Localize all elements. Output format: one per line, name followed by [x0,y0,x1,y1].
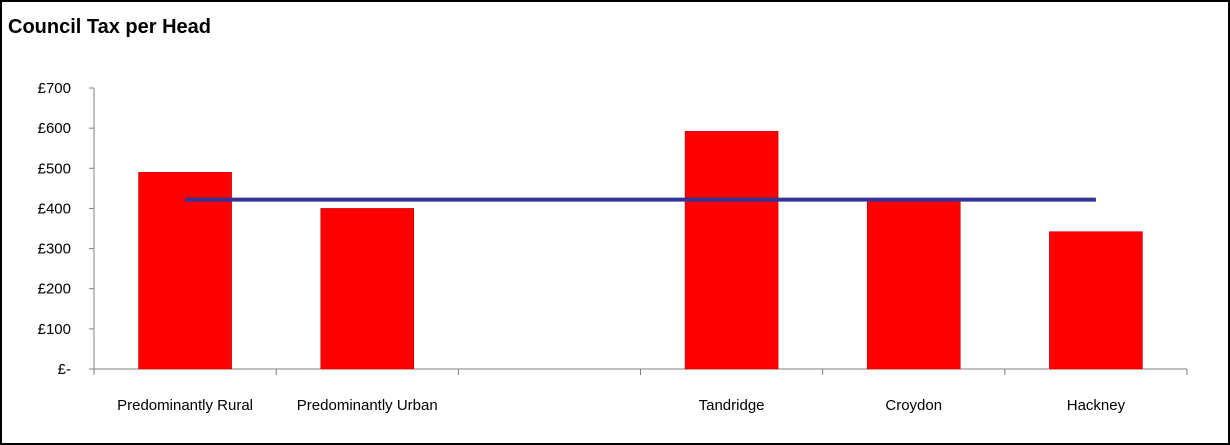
chart-title: Council Tax per Head [8,16,212,38]
bar-predominantly-rural [138,172,232,370]
x-category-label: Croydon [885,397,942,414]
y-tick-label: £400 [38,200,71,217]
x-category-label: Hackney [1067,397,1126,414]
y-tick-label: £700 [38,80,71,97]
bar-croydon [866,199,961,370]
chart-axes [89,87,1188,375]
bar-hackney [1049,231,1143,370]
y-tick-label: £300 [38,241,71,258]
y-tick-label: £- [58,361,71,378]
bar-predominantly-urban [320,208,415,370]
bar-tandridge [684,131,779,370]
y-tick-label: £600 [38,120,71,137]
chart-bars [138,131,1143,370]
x-category-label: Predominantly Urban [297,397,438,414]
x-category-label: Predominantly Rural [117,397,253,414]
x-category-label: Tandridge [699,397,765,414]
chart-labels: £- £100 £200 £300 £400 £500 £600 £700 Predominan… [38,80,1126,414]
y-tick-label: £100 [38,321,71,338]
y-tick-label: £200 [38,281,71,298]
y-tick-label: £500 [38,160,71,177]
